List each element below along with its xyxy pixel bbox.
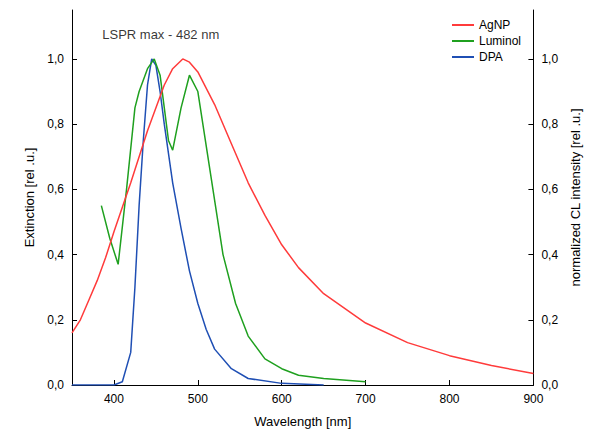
svg-text:DPA: DPA bbox=[479, 50, 503, 64]
svg-text:0,8: 0,8 bbox=[541, 117, 558, 131]
svg-text:Wavelength [nm]: Wavelength [nm] bbox=[254, 414, 351, 429]
svg-text:0,0: 0,0 bbox=[541, 378, 558, 392]
svg-text:0,4: 0,4 bbox=[541, 248, 558, 262]
svg-text:LSPR max - 482 nm: LSPR max - 482 nm bbox=[102, 27, 219, 42]
svg-text:0,6: 0,6 bbox=[47, 182, 64, 196]
svg-text:700: 700 bbox=[356, 392, 376, 406]
svg-text:1,0: 1,0 bbox=[541, 52, 558, 66]
svg-text:400: 400 bbox=[104, 392, 124, 406]
svg-text:AgNP: AgNP bbox=[479, 18, 510, 32]
svg-text:800: 800 bbox=[440, 392, 460, 406]
svg-text:0,8: 0,8 bbox=[47, 117, 64, 131]
svg-text:600: 600 bbox=[272, 392, 292, 406]
svg-text:Luminol: Luminol bbox=[479, 34, 521, 48]
svg-text:Extinction [rel .u.]: Extinction [rel .u.] bbox=[22, 148, 37, 248]
svg-text:0,4: 0,4 bbox=[47, 248, 64, 262]
svg-text:0,2: 0,2 bbox=[47, 313, 64, 327]
svg-text:1,0: 1,0 bbox=[47, 52, 64, 66]
svg-text:900: 900 bbox=[523, 392, 543, 406]
svg-text:normalized CL intensity [rel .: normalized CL intensity [rel .u.] bbox=[568, 109, 583, 287]
svg-text:0,2: 0,2 bbox=[541, 313, 558, 327]
svg-text:0,0: 0,0 bbox=[47, 378, 64, 392]
svg-text:500: 500 bbox=[188, 392, 208, 406]
svg-text:0,6: 0,6 bbox=[541, 182, 558, 196]
